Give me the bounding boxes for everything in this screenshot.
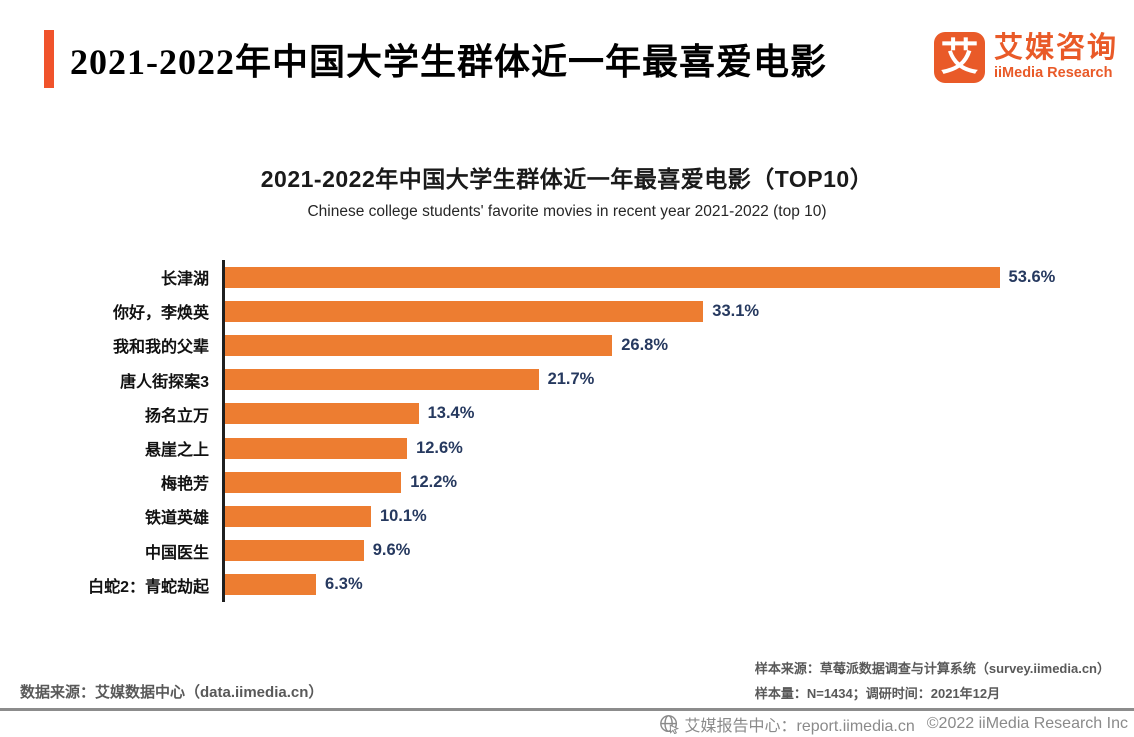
bar-value-label: 12.6% (416, 438, 463, 457)
chart-row: 中国医生 9.6% (145, 534, 1112, 568)
report-center-label: 艾媒报告中心：report.iimedia.cn (684, 718, 915, 735)
bar-category-label: 白蛇2：青蛇劫起 (88, 578, 209, 596)
chart-row: 你好，李焕英 33.1% (113, 294, 1112, 328)
bar-chart: 长津湖 53.6% 你好，李焕英 33.1% 我和我的父辈 26.8% 唐人街探案3 21.7… (22, 260, 1112, 602)
bar (225, 471, 402, 493)
sample-notes: 样本来源：草莓派数据调查与计算系统（survey.iimedia.cn） 样本量… (755, 656, 1110, 706)
bar (225, 403, 419, 425)
copyright-label: ©2022 iiMedia Research Inc (926, 715, 1128, 732)
header-accent-bar (44, 30, 54, 88)
data-source-note: 数据来源：艾媒数据中心（data.iimedia.cn） (20, 684, 324, 701)
bar-category-label: 长津湖 (160, 271, 209, 289)
chart-row: 白蛇2：青蛇劫起 6.3% (88, 568, 1112, 602)
chart-subtitle: Chinese college students' favorite movie… (307, 203, 827, 220)
bar-value-label: 21.7% (547, 370, 595, 389)
chart-title: 2021-2022年中国大学生群体近一年最喜爱电影（TOP10） (260, 166, 874, 192)
bar (225, 334, 613, 356)
bar-value-label: 13.4% (427, 404, 475, 423)
bar (225, 300, 704, 322)
bar-value-label: 12.2% (410, 472, 458, 491)
bar-category-label: 铁道英雄 (144, 510, 209, 528)
bar (225, 540, 364, 562)
bar-value-label: 9.6% (372, 541, 411, 560)
bar-category-label: 悬崖之上 (144, 442, 209, 460)
bar (225, 437, 408, 459)
chart-row: 梅艳芳 12.2% (161, 465, 1112, 499)
bar-value-label: 6.3% (325, 575, 363, 594)
bar (225, 505, 371, 527)
chart-row: 长津湖 53.6% (161, 260, 1112, 294)
bar-value-label: 26.8% (621, 335, 669, 354)
bar-category-label: 中国医生 (144, 544, 209, 562)
iimedia-logo-text: 艾媒咨询 iiMedia Research (994, 31, 1119, 82)
chart-row: 我和我的父辈 26.8% (113, 328, 1112, 362)
bar-category-label: 我和我的父辈 (112, 339, 209, 357)
bar (225, 369, 539, 391)
report-footer-bar: 艾媒报告中心：report.iimedia.cn ©2022 iiMedia R… (0, 708, 1134, 737)
bar-category-label: 扬名立万 (144, 407, 209, 425)
iimedia-logo: 艾 艾媒咨询 iiMedia Research (934, 32, 1118, 83)
bar (225, 574, 317, 596)
page-title: 2021-2022年中国大学生群体近一年最喜爱电影 (70, 42, 827, 82)
chart-row: 唐人街探案3 21.7% (120, 363, 1112, 397)
bar-value-label: 33.1% (712, 301, 760, 320)
bar-value-label: 10.1% (379, 506, 427, 525)
chart-row: 扬名立万 13.4% (145, 397, 1112, 431)
sample-source-note: 样本来源：草莓派数据调查与计算系统（survey.iimedia.cn） (754, 661, 1110, 676)
bar-category-label: 唐人街探案3 (120, 373, 209, 391)
sample-size-note: 样本量：N=1434；调研时间：2021年12月 (754, 686, 1001, 701)
bar-value-label: 53.6% (1008, 267, 1056, 286)
iimedia-logo-icon: 艾 (934, 32, 985, 83)
chart-rows: 长津湖 53.6% 你好，李焕英 33.1% 我和我的父辈 26.8% 唐人街探案3 21.7… (88, 260, 1112, 602)
bar (225, 266, 1000, 288)
chart-row: 悬崖之上 12.6% (145, 431, 1112, 465)
bar-category-label: 你好，李焕英 (112, 305, 209, 323)
logo-name-cn: 艾媒咨询 (994, 31, 1119, 64)
bar-category-label: 梅艳芳 (160, 476, 209, 494)
globe-cursor-icon (659, 714, 680, 734)
logo-name-en: iiMedia Research (994, 64, 1113, 81)
chart-row: 铁道英雄 10.1% (145, 499, 1112, 533)
